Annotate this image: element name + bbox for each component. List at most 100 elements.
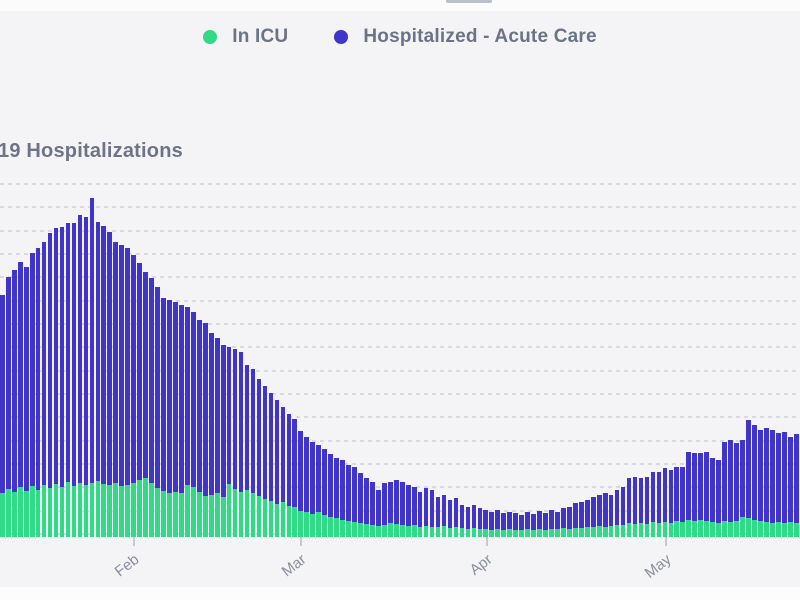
acute-care-segment[interactable] [769, 430, 775, 523]
acute-care-segment[interactable] [119, 245, 125, 486]
chart-bar[interactable] [722, 442, 727, 537]
icu-segment[interactable] [698, 520, 703, 537]
chart-bar[interactable] [501, 513, 507, 537]
acute-care-segment[interactable] [370, 482, 375, 525]
chart-bar[interactable] [453, 498, 459, 537]
icu-segment[interactable] [465, 529, 471, 537]
acute-care-segment[interactable] [722, 442, 727, 521]
icu-segment[interactable] [334, 518, 339, 537]
chart-bar[interactable] [680, 467, 686, 537]
icu-segment[interactable] [358, 523, 363, 537]
chart-bar[interactable] [441, 495, 447, 537]
acute-care-segment[interactable] [179, 305, 184, 493]
chart-bar[interactable] [5, 277, 11, 537]
chart-bar[interactable] [549, 510, 554, 537]
acute-care-segment[interactable] [465, 507, 471, 529]
acute-care-segment[interactable] [238, 352, 244, 492]
chart-bar[interactable] [752, 425, 757, 537]
chart-bar[interactable] [405, 485, 411, 537]
chart-bar[interactable] [746, 420, 751, 537]
icu-segment[interactable] [578, 528, 584, 537]
chart-bar[interactable] [561, 508, 566, 537]
acute-care-segment[interactable] [232, 349, 238, 489]
chart-bar[interactable] [196, 320, 202, 537]
icu-segment[interactable] [256, 496, 262, 537]
acute-care-segment[interactable] [304, 437, 310, 512]
icu-segment[interactable] [370, 525, 375, 537]
icu-segment[interactable] [0, 493, 5, 537]
acute-care-segment[interactable] [352, 467, 357, 522]
chart-bar[interactable] [179, 305, 184, 537]
icu-segment[interactable] [316, 512, 321, 537]
icu-segment[interactable] [680, 522, 686, 537]
icu-segment[interactable] [346, 521, 351, 537]
icu-segment[interactable] [453, 527, 459, 537]
icu-segment[interactable] [704, 521, 709, 537]
icu-segment[interactable] [268, 501, 274, 537]
chart-bar[interactable] [149, 278, 154, 537]
icu-segment[interactable] [405, 526, 411, 537]
acute-care-segment[interactable] [35, 248, 41, 490]
chart-bar[interactable] [101, 226, 107, 537]
icu-segment[interactable] [113, 483, 119, 537]
chart-bar[interactable] [429, 490, 435, 537]
chart-bar[interactable] [602, 493, 608, 537]
chart-bar[interactable] [393, 480, 399, 537]
acute-care-segment[interactable] [787, 437, 793, 522]
chart-bar[interactable] [698, 453, 703, 537]
chart-bar[interactable] [513, 513, 518, 537]
icu-segment[interactable] [322, 515, 327, 537]
chart-bar[interactable] [781, 432, 787, 537]
acute-care-segment[interactable] [310, 442, 316, 514]
icu-segment[interactable] [573, 528, 578, 537]
acute-care-segment[interactable] [41, 242, 47, 485]
acute-care-segment[interactable] [471, 505, 477, 528]
acute-care-segment[interactable] [555, 512, 560, 529]
chart-bar[interactable] [83, 217, 89, 537]
icu-segment[interactable] [710, 522, 715, 537]
chart-bar[interactable] [29, 253, 35, 537]
acute-care-segment[interactable] [191, 312, 196, 487]
chart-bar[interactable] [202, 323, 208, 537]
chart-bar[interactable] [155, 287, 160, 537]
chart-bar[interactable] [220, 345, 226, 537]
icu-segment[interactable] [692, 521, 698, 537]
acute-care-segment[interactable] [131, 255, 136, 483]
acute-care-segment[interactable] [573, 503, 578, 528]
icu-segment[interactable] [131, 483, 136, 537]
acute-care-segment[interactable] [537, 511, 542, 529]
icu-segment[interactable] [202, 496, 208, 537]
acute-care-segment[interactable] [137, 263, 142, 480]
icu-segment[interactable] [740, 517, 745, 537]
acute-care-segment[interactable] [531, 514, 536, 530]
chart-bar[interactable] [387, 482, 393, 537]
icu-segment[interactable] [274, 504, 280, 537]
acute-care-segment[interactable] [596, 495, 602, 526]
acute-care-segment[interactable] [376, 490, 381, 526]
acute-care-segment[interactable] [280, 407, 286, 502]
icu-segment[interactable] [173, 492, 178, 537]
chart-bar[interactable] [256, 379, 262, 537]
icu-segment[interactable] [298, 511, 304, 537]
acute-care-segment[interactable] [364, 478, 369, 524]
acute-care-segment[interactable] [208, 333, 214, 495]
acute-care-segment[interactable] [155, 287, 160, 488]
icu-segment[interactable] [107, 485, 113, 537]
chart-bar[interactable] [775, 433, 781, 537]
chart-bar[interactable] [632, 477, 638, 537]
acute-care-segment[interactable] [220, 345, 226, 497]
chart-bar[interactable] [304, 437, 310, 537]
acute-care-segment[interactable] [704, 452, 709, 521]
acute-care-segment[interactable] [435, 497, 441, 527]
chart-bar[interactable] [620, 487, 626, 537]
icu-segment[interactable] [149, 483, 154, 537]
legend-item-acute-care[interactable]: Hospitalized - Acute Care [334, 26, 597, 48]
icu-segment[interactable] [459, 528, 465, 537]
chart-bar[interactable] [77, 215, 83, 537]
acute-care-segment[interactable] [256, 379, 262, 496]
icu-segment[interactable] [507, 529, 512, 537]
acute-care-segment[interactable] [740, 440, 745, 517]
chart-bar[interactable] [495, 510, 501, 537]
acute-care-segment[interactable] [692, 453, 698, 521]
icu-segment[interactable] [393, 524, 399, 537]
